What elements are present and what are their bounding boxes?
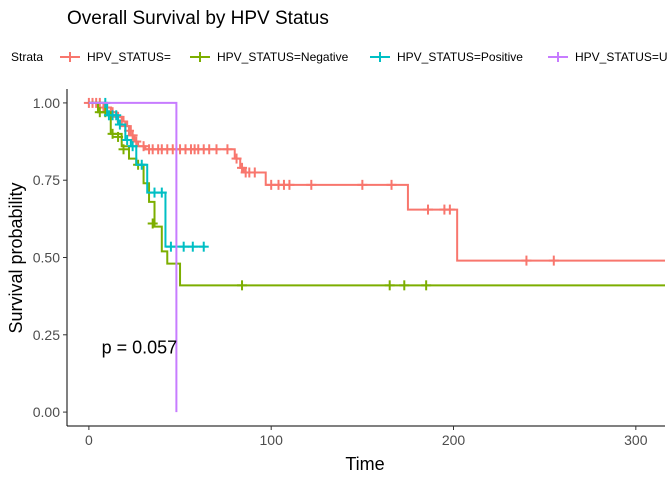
survival-curve: [88, 101, 206, 248]
y-tick-label: 0.75: [33, 172, 60, 188]
censor-mark: [384, 280, 395, 291]
censor-mark: [306, 179, 317, 190]
censor-mark: [444, 204, 455, 215]
censor-mark: [521, 255, 532, 266]
censor-mark: [357, 179, 368, 190]
censor-mark: [249, 167, 260, 178]
censor-mark: [138, 141, 149, 152]
censor-mark: [422, 204, 433, 215]
y-tick-label: 0.50: [33, 250, 60, 266]
y-tick-label: 0.00: [33, 404, 60, 420]
censor-mark: [118, 144, 129, 155]
censor-mark: [165, 241, 176, 252]
censor-mark: [113, 131, 124, 142]
y-tick-label: 0.25: [33, 327, 60, 343]
legend-title: Strata: [11, 50, 43, 64]
series-hpv-status-unknown: [88, 101, 178, 413]
censor-mark: [421, 280, 432, 291]
p-value-annotation: p = 0.057: [102, 337, 178, 357]
x-tick-label: 0: [85, 432, 93, 448]
censor-mark: [122, 135, 133, 146]
censor-mark: [386, 179, 397, 190]
x-tick-label: 300: [624, 432, 648, 448]
censor-mark: [284, 179, 295, 190]
plot-area: [83, 97, 665, 413]
censor-mark: [156, 187, 167, 198]
survival-curve: [88, 101, 665, 262]
censor-mark: [114, 119, 125, 130]
censor-mark: [178, 241, 189, 252]
axes: 0 100 200 300 0.00 0.25 0.50 0.75 1.00: [33, 89, 665, 448]
censor-mark: [237, 280, 248, 291]
series-hpv-status-negative: [88, 101, 665, 291]
chart-title: Overall Survival by HPV Status: [67, 8, 329, 29]
censor-mark: [231, 153, 242, 164]
censor-mark: [127, 130, 138, 141]
x-tick-label: 100: [260, 432, 284, 448]
survival-curve: [88, 101, 178, 413]
legend-label: HPV_STATUS=Negative: [217, 50, 349, 64]
series-hpv-status-positive: [88, 97, 209, 252]
censor-mark: [127, 141, 138, 152]
x-tick-label: 200: [442, 432, 466, 448]
censor-mark: [187, 241, 198, 252]
series-hpv-status: [83, 97, 665, 266]
legend-label: HPV_STATUS=Positive: [397, 50, 523, 64]
censor-mark: [399, 280, 410, 291]
censor-mark: [107, 128, 118, 139]
censor-mark: [548, 255, 559, 266]
legend-label: HPV_STATUS=U: [575, 50, 668, 64]
x-axis-label: Time: [345, 454, 384, 474]
censor-mark: [147, 218, 158, 229]
censor-mark: [136, 159, 147, 170]
legend-label: HPV_STATUS=: [87, 50, 171, 64]
survival-curve: [88, 101, 665, 287]
censor-mark: [111, 110, 122, 121]
y-tick-label: 1.00: [33, 95, 60, 111]
y-axis-label: Survival probability: [6, 182, 26, 333]
censor-mark: [222, 144, 233, 155]
legend: Strata HPV_STATUS= HPV_STATUS=Negative HPV…: [11, 50, 668, 64]
censor-mark: [198, 241, 209, 252]
censor-mark: [211, 144, 222, 155]
